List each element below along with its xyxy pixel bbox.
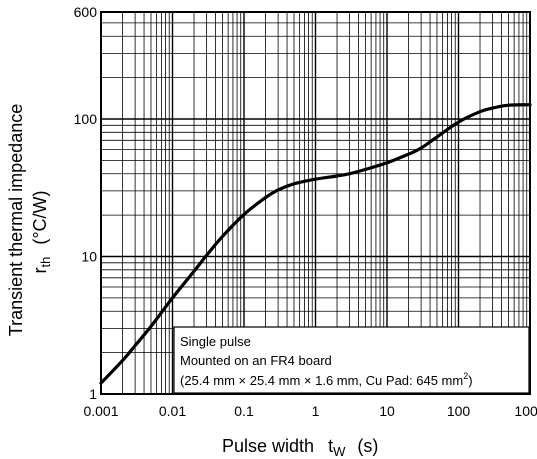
x-tick-labels: 0.001 0.01 0.1 1 10 100 1000 (83, 403, 537, 419)
annotation-box: Single pulse Mounted on an FR4 board (25… (173, 326, 530, 394)
y-tick-label: 1 (89, 386, 97, 402)
plot-frame (100, 11, 531, 395)
x-tick-label: 100 (447, 403, 471, 419)
x-tick-label: 0.001 (83, 403, 118, 419)
annotation-line-3-text: (25.4 mm × 25.4 mm × 1.6 mm, Cu Pad: 645… (180, 373, 463, 388)
x-tick-label: 0.1 (234, 403, 254, 419)
y-tick-labels: 1 10 100 600 (74, 4, 98, 402)
y-tick-label: 100 (74, 111, 98, 127)
annotation-line-3: (25.4 mm × 25.4 mm × 1.6 mm, Cu Pad: 645… (180, 371, 473, 388)
x-tick-label: 0.01 (159, 403, 186, 419)
x-axis-symbol: t (328, 436, 333, 456)
series-line (99, 103, 532, 385)
y-axis-symbol-sub: th (38, 257, 53, 268)
y-axis-title-line-2: rth (°C/W) (30, 190, 53, 273)
x-tick-label: 1000 (514, 403, 537, 419)
annotation-line-3-close: ) (468, 373, 472, 388)
x-tick-label: 1 (312, 403, 320, 419)
annotation-line-3-superscript: 2 (463, 371, 468, 381)
x-tick-label: 10 (379, 403, 395, 419)
annotation-frame (173, 326, 530, 394)
y-axis-unit: (°C/W) (30, 190, 50, 244)
annotation-line-1: Single pulse (180, 334, 251, 349)
x-axis-title: Pulse width tW (s) (222, 436, 378, 459)
annotation-line-2: Mounted on an FR4 board (180, 353, 332, 368)
x-axis-unit: (s) (357, 436, 378, 456)
y-axis-symbol: r (30, 268, 50, 274)
y-tick-label: 10 (81, 248, 97, 264)
y-axis-title-line-1: Transient thermal impedance (6, 104, 26, 336)
x-axis-text: Pulse width (222, 436, 314, 456)
x-axis-symbol-sub: W (333, 444, 346, 459)
y-tick-label: 600 (74, 4, 98, 20)
